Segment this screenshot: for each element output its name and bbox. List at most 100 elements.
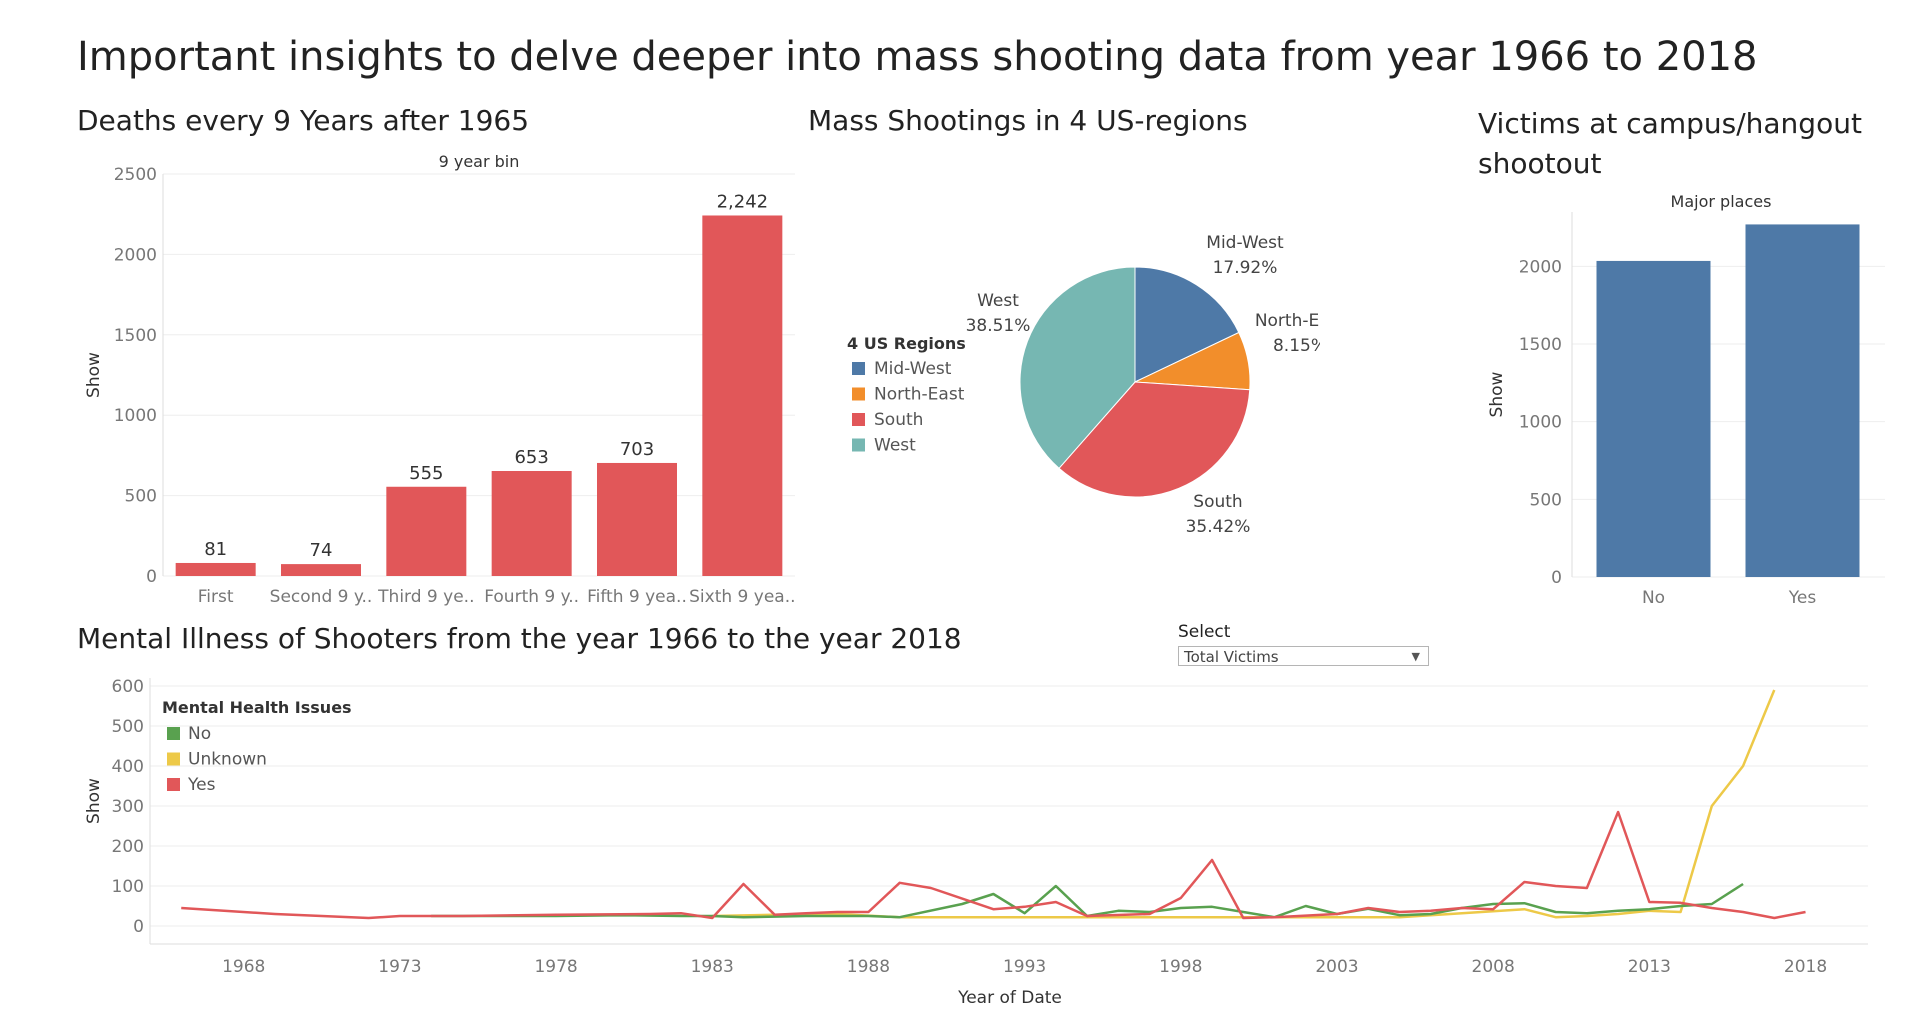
- x-tick-label: 2003: [1315, 957, 1358, 977]
- slice-percent-label: 35.42%: [1186, 517, 1251, 537]
- y-tick-label: 0: [1551, 568, 1562, 588]
- slice-percent-label: 8.15%: [1273, 336, 1320, 356]
- victims-chart-subtitle: Major places: [1671, 192, 1772, 211]
- legend-label: Mid-West: [874, 359, 952, 379]
- x-tick-label: 1988: [847, 957, 890, 977]
- series-line: [431, 882, 1744, 919]
- slice-name-label: South: [1193, 492, 1242, 512]
- legend-label: Yes: [187, 775, 216, 795]
- y-tick-label: 500: [125, 487, 157, 507]
- x-tick-label: 1973: [378, 957, 421, 977]
- legend-swatch: [167, 778, 180, 791]
- slice-name-label: West: [977, 291, 1019, 311]
- legend-label: No: [188, 724, 211, 744]
- slice-name-label: Mid-West: [1206, 233, 1284, 253]
- y-tick-label: 1500: [1519, 335, 1562, 355]
- bar-value-label: 81: [204, 539, 227, 560]
- x-tick-label: Fourth 9 y..: [484, 587, 579, 607]
- legend-label: West: [874, 436, 916, 456]
- bar: [281, 564, 361, 576]
- x-tick-label: 1998: [1159, 957, 1202, 977]
- y-tick-label: 1500: [114, 326, 157, 346]
- victims-bar-chart: Major places 0 500 1000 1500 2000 Show No Yes: [1487, 192, 1885, 608]
- select-filter: Select Total Victims ▼: [1178, 622, 1433, 666]
- bar: [1596, 260, 1711, 577]
- deaths-bar-chart: 9 year bin 0 500 1000 1500 2000 2500 Show 81 Firs…: [84, 152, 796, 607]
- pie-slice: [1019, 266, 1136, 470]
- regions-chart-title: Mass Shootings in 4 US-regions: [808, 104, 1248, 137]
- slice-percent-label: 17.92%: [1213, 258, 1278, 278]
- x-tick-label: Sixth 9 yea..: [689, 587, 795, 607]
- bar-value-label: 74: [310, 540, 333, 561]
- bar: [702, 215, 783, 576]
- bar: [175, 562, 256, 576]
- slice-percent-label: 38.51%: [966, 316, 1031, 336]
- x-tick-label: 2018: [1784, 957, 1827, 977]
- y-tick-label: 500: [1530, 490, 1562, 510]
- bar: [386, 486, 467, 576]
- mental-line-chart: 0 100 200 300 400 500 600 Show 1968 1973 1978 1983 1…: [84, 677, 1868, 1008]
- y-axis-label: Show: [84, 352, 104, 398]
- x-tick-label: 1983: [691, 957, 734, 977]
- y-tick-label: 600: [112, 677, 144, 697]
- legend-swatch: [852, 413, 865, 426]
- y-tick-label: 1000: [1519, 413, 1562, 433]
- legend-label: South: [874, 410, 923, 430]
- y-tick-label: 2000: [114, 245, 157, 265]
- y-tick-label: 2500: [114, 165, 157, 185]
- legend-swatch: [167, 727, 180, 740]
- x-tick-label: 1978: [534, 957, 577, 977]
- bar: [597, 462, 677, 576]
- x-axis-label: Year of Date: [957, 988, 1062, 1008]
- legend-swatch: [852, 362, 865, 375]
- x-tick-label: Third 9 ye..: [377, 587, 474, 607]
- y-tick-label: 400: [112, 757, 144, 777]
- select-label: Select: [1178, 622, 1231, 642]
- x-tick-label: Second 9 y..: [270, 587, 373, 607]
- y-tick-label: 1000: [114, 406, 157, 426]
- y-tick-label: 2000: [1519, 257, 1562, 277]
- series-line: [181, 810, 1806, 920]
- bar-value-label: 2,242: [717, 191, 769, 212]
- deaths-chart-title: Deaths every 9 Years after 1965: [77, 104, 530, 137]
- x-tick-label: Yes: [1788, 588, 1817, 608]
- legend-label: North-East: [874, 385, 965, 405]
- x-tick-label: No: [1642, 588, 1665, 608]
- legend-swatch: [167, 752, 180, 766]
- dashboard-title: Important insights to delve deeper into …: [77, 34, 1758, 80]
- y-tick-label: 300: [112, 797, 144, 817]
- legend-title: Mental Health Issues: [162, 698, 352, 717]
- slice-name-label: North-East: [1255, 311, 1320, 331]
- y-axis-label: Show: [1487, 371, 1507, 417]
- series-line: [712, 689, 1776, 919]
- x-tick-label: First: [198, 587, 234, 607]
- y-tick-label: 500: [112, 717, 144, 737]
- legend-title: 4 US Regions: [847, 334, 966, 353]
- legend-swatch: [852, 387, 865, 401]
- bar-value-label: 653: [514, 447, 548, 468]
- pie-slice: [1134, 266, 1240, 383]
- x-tick-label: 1968: [222, 957, 265, 977]
- legend-label: Unknown: [188, 750, 267, 770]
- mental-chart-title: Mental Illness of Shooters from the year…: [77, 622, 962, 655]
- x-tick-label: 1993: [1003, 957, 1046, 977]
- bar: [1745, 224, 1860, 577]
- measure-select[interactable]: Total Victims ▼: [1178, 646, 1429, 666]
- bar-value-label: 703: [620, 439, 654, 460]
- deaths-chart-subtitle: 9 year bin: [439, 152, 520, 171]
- x-tick-label: 2008: [1472, 957, 1515, 977]
- chevron-down-icon[interactable]: ▼: [1411, 650, 1420, 663]
- y-tick-label: 100: [112, 877, 144, 897]
- regions-pie-chart: Mid-West 17.92% North-East 8.15% South 35.42%…: [847, 233, 1320, 537]
- victims-chart-title: Victims at campus/hangout shootout: [1478, 107, 1862, 180]
- y-tick-label: 200: [112, 837, 144, 857]
- y-tick-label: 0: [133, 917, 144, 937]
- legend-swatch: [852, 438, 865, 452]
- pie-slice: [1058, 381, 1251, 498]
- x-tick-label: Fifth 9 yea..: [587, 587, 687, 607]
- y-tick-label: 0: [146, 567, 157, 587]
- bar-value-label: 555: [409, 463, 443, 484]
- bar: [491, 470, 572, 576]
- select-value: Total Victims: [1184, 648, 1279, 666]
- x-tick-label: 2013: [1628, 957, 1671, 977]
